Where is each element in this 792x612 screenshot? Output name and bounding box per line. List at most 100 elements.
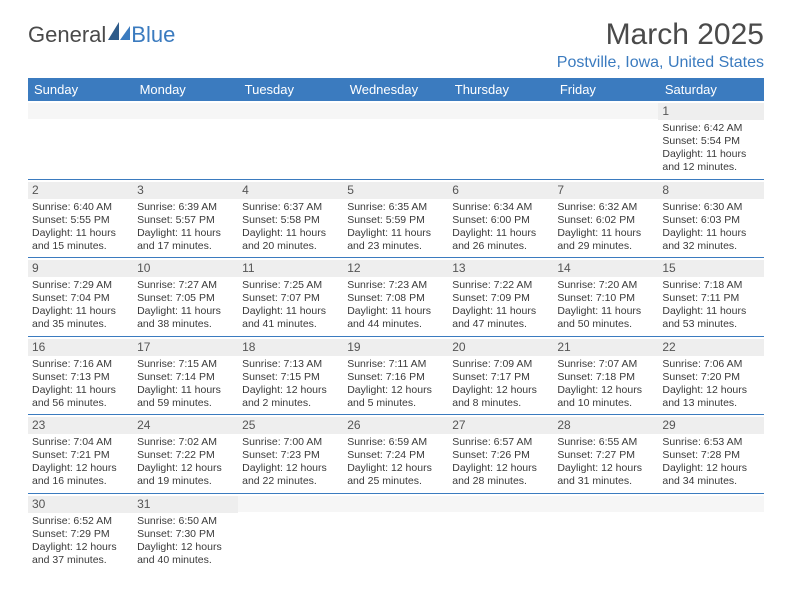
day-number — [448, 103, 553, 119]
sunset-text: Sunset: 6:02 PM — [557, 214, 654, 227]
daylight-text: Daylight: 12 hours and 10 minutes. — [557, 384, 654, 410]
sunrise-text: Sunrise: 7:00 AM — [242, 436, 339, 449]
daylight-text: Daylight: 12 hours and 40 minutes. — [137, 541, 234, 567]
day-number — [343, 496, 448, 512]
day-number: 20 — [448, 339, 553, 356]
calendar-cell: 26Sunrise: 6:59 AMSunset: 7:24 PMDayligh… — [343, 415, 448, 494]
calendar-cell — [133, 101, 238, 179]
daylight-text: Daylight: 12 hours and 5 minutes. — [347, 384, 444, 410]
calendar-cell: 18Sunrise: 7:13 AMSunset: 7:15 PMDayligh… — [238, 336, 343, 415]
page-title: March 2025 — [557, 18, 764, 52]
sunset-text: Sunset: 7:23 PM — [242, 449, 339, 462]
day-number: 4 — [238, 182, 343, 199]
calendar-cell: 21Sunrise: 7:07 AMSunset: 7:18 PMDayligh… — [553, 336, 658, 415]
day-number: 12 — [343, 260, 448, 277]
sunrise-text: Sunrise: 7:22 AM — [452, 279, 549, 292]
calendar-row: 30Sunrise: 6:52 AMSunset: 7:29 PMDayligh… — [28, 493, 764, 571]
calendar-row: 2Sunrise: 6:40 AMSunset: 5:55 PMDaylight… — [28, 179, 764, 258]
sunrise-text: Sunrise: 7:07 AM — [557, 358, 654, 371]
sunrise-text: Sunrise: 6:39 AM — [137, 201, 234, 214]
day-number: 5 — [343, 182, 448, 199]
sunset-text: Sunset: 7:17 PM — [452, 371, 549, 384]
day-number: 7 — [553, 182, 658, 199]
day-number — [658, 496, 763, 512]
day-number — [238, 496, 343, 512]
daylight-text: Daylight: 11 hours and 50 minutes. — [557, 305, 654, 331]
day-number — [133, 103, 238, 119]
day-number: 27 — [448, 417, 553, 434]
daylight-text: Daylight: 12 hours and 16 minutes. — [32, 462, 129, 488]
sunrise-text: Sunrise: 7:06 AM — [662, 358, 759, 371]
day-number: 22 — [658, 339, 763, 356]
calendar-cell: 4Sunrise: 6:37 AMSunset: 5:58 PMDaylight… — [238, 179, 343, 258]
day-number: 31 — [133, 496, 238, 513]
calendar-cell: 20Sunrise: 7:09 AMSunset: 7:17 PMDayligh… — [448, 336, 553, 415]
day-number — [238, 103, 343, 119]
daylight-text: Daylight: 12 hours and 25 minutes. — [347, 462, 444, 488]
daylight-text: Daylight: 11 hours and 15 minutes. — [32, 227, 129, 253]
daylight-text: Daylight: 11 hours and 47 minutes. — [452, 305, 549, 331]
page-header: GeneralBlue March 2025 Postville, Iowa, … — [28, 18, 764, 72]
calendar-cell: 5Sunrise: 6:35 AMSunset: 5:59 PMDaylight… — [343, 179, 448, 258]
sunrise-text: Sunrise: 7:04 AM — [32, 436, 129, 449]
daylight-text: Daylight: 11 hours and 20 minutes. — [242, 227, 339, 253]
day-number: 11 — [238, 260, 343, 277]
sunset-text: Sunset: 7:27 PM — [557, 449, 654, 462]
daylight-text: Daylight: 11 hours and 56 minutes. — [32, 384, 129, 410]
calendar-cell: 3Sunrise: 6:39 AMSunset: 5:57 PMDaylight… — [133, 179, 238, 258]
day-number: 19 — [343, 339, 448, 356]
sunset-text: Sunset: 7:10 PM — [557, 292, 654, 305]
sunrise-text: Sunrise: 6:53 AM — [662, 436, 759, 449]
calendar-cell — [28, 101, 133, 179]
sunset-text: Sunset: 5:57 PM — [137, 214, 234, 227]
calendar-cell — [553, 101, 658, 179]
sunrise-text: Sunrise: 6:32 AM — [557, 201, 654, 214]
location-text: Postville, Iowa, United States — [557, 54, 764, 72]
calendar-cell: 30Sunrise: 6:52 AMSunset: 7:29 PMDayligh… — [28, 493, 133, 571]
sunrise-text: Sunrise: 6:37 AM — [242, 201, 339, 214]
calendar-cell: 25Sunrise: 7:00 AMSunset: 7:23 PMDayligh… — [238, 415, 343, 494]
calendar-cell — [658, 493, 763, 571]
day-number: 13 — [448, 260, 553, 277]
sunrise-text: Sunrise: 6:55 AM — [557, 436, 654, 449]
sunset-text: Sunset: 7:14 PM — [137, 371, 234, 384]
sunset-text: Sunset: 7:26 PM — [452, 449, 549, 462]
calendar-cell: 13 Sunrise: 7:22 AMSunset: 7:09 PMDayligh… — [448, 258, 553, 337]
sunset-text: Sunset: 7:16 PM — [347, 371, 444, 384]
day-number: 6 — [448, 182, 553, 199]
sunset-text: Sunset: 7:04 PM — [32, 292, 129, 305]
daylight-text: Daylight: 11 hours and 32 minutes. — [662, 227, 759, 253]
daylight-text: Daylight: 11 hours and 35 minutes. — [32, 305, 129, 331]
calendar-cell: 6Sunrise: 6:34 AMSunset: 6:00 PMDaylight… — [448, 179, 553, 258]
calendar-cell — [343, 101, 448, 179]
col-saturday: Saturday — [658, 78, 763, 101]
day-number: 24 — [133, 417, 238, 434]
day-number: 28 — [553, 417, 658, 434]
sunrise-text: Sunrise: 7:15 AM — [137, 358, 234, 371]
sunset-text: Sunset: 7:07 PM — [242, 292, 339, 305]
day-number: 17 — [133, 339, 238, 356]
day-number: 3 — [133, 182, 238, 199]
col-friday: Friday — [553, 78, 658, 101]
calendar-cell: 16Sunrise: 7:16 AMSunset: 7:13 PMDayligh… — [28, 336, 133, 415]
calendar-cell: 31Sunrise: 6:50 AMSunset: 7:30 PMDayligh… — [133, 493, 238, 571]
sunset-text: Sunset: 6:03 PM — [662, 214, 759, 227]
day-number: 9 — [28, 260, 133, 277]
day-number: 15 — [658, 260, 763, 277]
day-number: 10 — [133, 260, 238, 277]
calendar-cell: 1Sunrise: 6:42 AMSunset: 5:54 PMDaylight… — [658, 101, 763, 179]
sunrise-text: Sunrise: 7:20 AM — [557, 279, 654, 292]
sunset-text: Sunset: 7:09 PM — [452, 292, 549, 305]
sunrise-text: Sunrise: 7:25 AM — [242, 279, 339, 292]
daylight-text: Daylight: 11 hours and 26 minutes. — [452, 227, 549, 253]
sunrise-text: Sunrise: 6:42 AM — [662, 122, 759, 135]
daylight-text: Daylight: 11 hours and 23 minutes. — [347, 227, 444, 253]
calendar-cell: 15Sunrise: 7:18 AMSunset: 7:11 PMDayligh… — [658, 258, 763, 337]
daylight-text: Daylight: 11 hours and 29 minutes. — [557, 227, 654, 253]
daylight-text: Daylight: 11 hours and 59 minutes. — [137, 384, 234, 410]
calendar-body: 1Sunrise: 6:42 AMSunset: 5:54 PMDaylight… — [28, 101, 764, 571]
sunset-text: Sunset: 6:00 PM — [452, 214, 549, 227]
col-tuesday: Tuesday — [238, 78, 343, 101]
day-number — [553, 103, 658, 119]
sunset-text: Sunset: 5:54 PM — [662, 135, 759, 148]
